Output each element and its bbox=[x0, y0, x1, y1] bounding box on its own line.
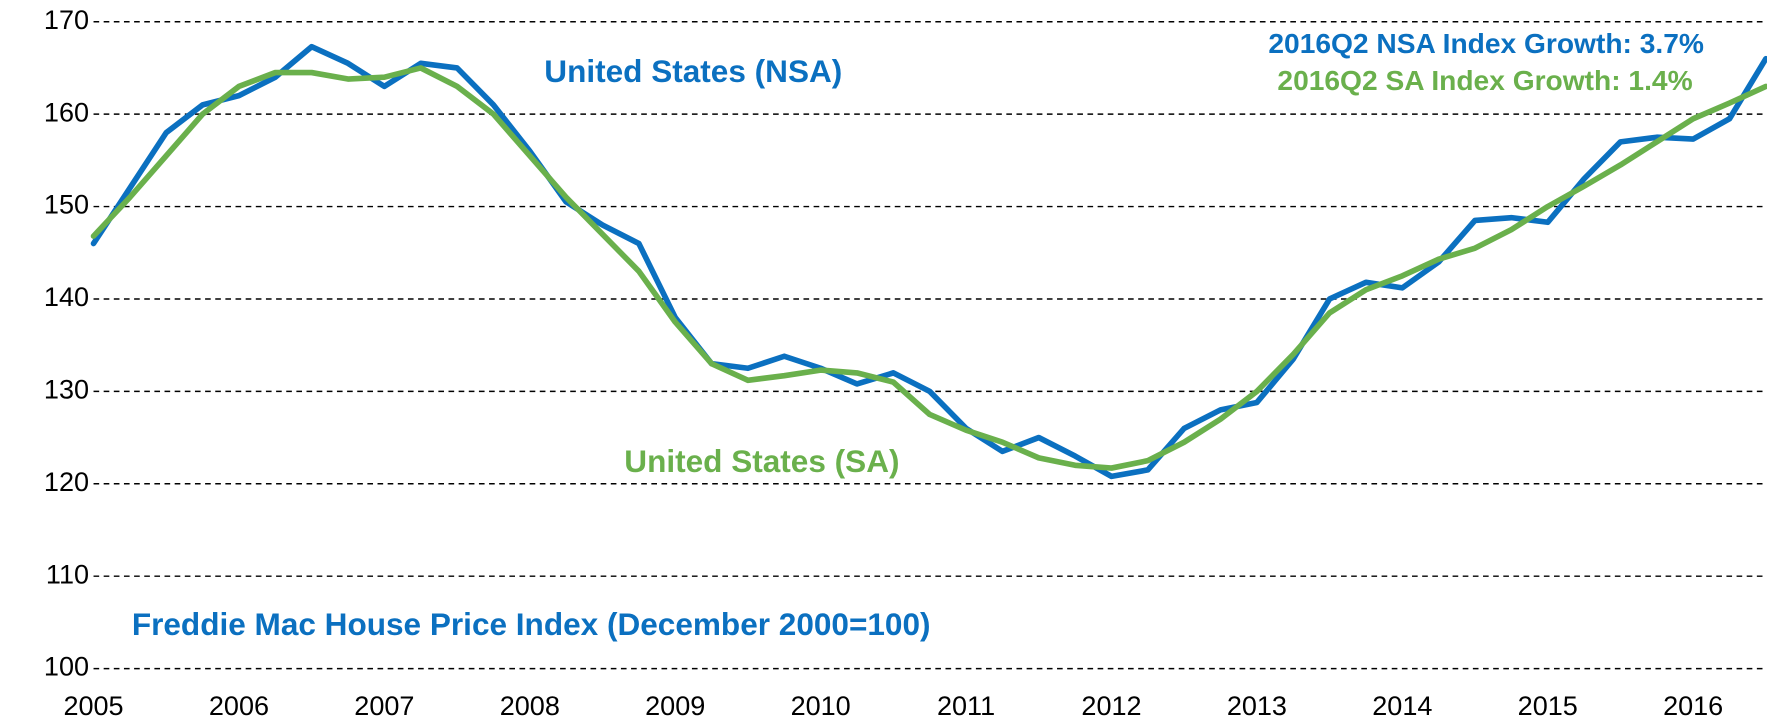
x-tick-label: 2007 bbox=[354, 691, 414, 721]
y-tick-label: 110 bbox=[46, 559, 89, 589]
y-tick-label: 150 bbox=[44, 190, 89, 220]
x-tick-label: 2008 bbox=[500, 691, 560, 721]
series-annotation: United States (SA) bbox=[624, 443, 899, 479]
x-tick-label: 2014 bbox=[1372, 691, 1432, 721]
x-tick-label: 2012 bbox=[1081, 691, 1141, 721]
growth-annotation: 2016Q2 NSA Index Growth: 3.7% bbox=[1268, 27, 1704, 59]
x-tick-label: 2013 bbox=[1227, 691, 1287, 721]
x-tick-label: 2016 bbox=[1663, 691, 1723, 721]
y-tick-label: 100 bbox=[44, 652, 89, 682]
x-tick-label: 2005 bbox=[63, 691, 123, 721]
x-tick-label: 2006 bbox=[209, 691, 269, 721]
x-tick-label: 2009 bbox=[645, 691, 705, 721]
y-tick-label: 170 bbox=[44, 5, 89, 35]
x-tick-label: 2015 bbox=[1518, 691, 1578, 721]
y-tick-label: 160 bbox=[44, 97, 89, 127]
y-tick-label: 140 bbox=[44, 282, 89, 312]
y-tick-label: 120 bbox=[44, 467, 89, 497]
series-line bbox=[90, 65, 1767, 471]
growth-annotation: 2016Q2 SA Index Growth: 1.4% bbox=[1277, 64, 1692, 96]
series-annotation: United States (NSA) bbox=[544, 53, 842, 89]
y-tick-label: 130 bbox=[44, 375, 89, 405]
x-tick-label: 2010 bbox=[791, 691, 851, 721]
x-tick-label: 2011 bbox=[937, 691, 995, 721]
chart-title: Freddie Mac House Price Index (December … bbox=[132, 606, 931, 642]
